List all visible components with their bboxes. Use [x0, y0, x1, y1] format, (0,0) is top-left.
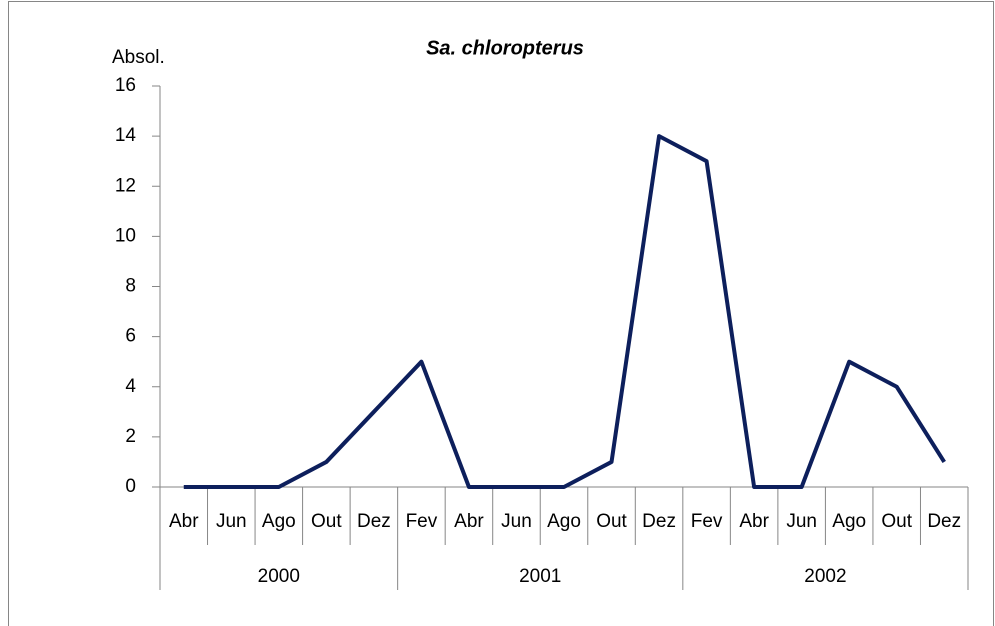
y-tick-label: 6 — [125, 326, 136, 347]
y-tick-label: 2 — [125, 426, 136, 447]
x-tick-label: Jun — [786, 511, 817, 532]
x-tick-label: Ago — [832, 511, 866, 532]
y-tick-label: 12 — [115, 175, 136, 196]
y-tick-label: 10 — [115, 225, 136, 246]
x-tick-label: Dez — [927, 511, 961, 532]
x-tick-label: Out — [311, 511, 342, 532]
y-axis-label: Absol. — [112, 47, 165, 68]
group-label: 2000 — [258, 566, 300, 587]
x-tick-label: Out — [596, 511, 627, 532]
x-tick-label: Abr — [169, 511, 199, 532]
x-tick-label: Jun — [501, 511, 532, 532]
x-tick-label: Abr — [454, 511, 484, 532]
y-tick-label: 0 — [125, 476, 136, 497]
y-tick-label: 14 — [115, 125, 137, 146]
data-line — [183, 134, 946, 489]
x-tick-label: Ago — [547, 511, 581, 532]
chart-title: Sa. chloropterus — [426, 37, 584, 59]
x-tick-label: Ago — [262, 511, 296, 532]
x-tick-label: Fev — [406, 511, 438, 532]
x-tick-label: Fev — [691, 511, 723, 532]
y-tick-label: 8 — [125, 276, 136, 297]
x-tick-label: Dez — [357, 511, 391, 532]
group-label: 2001 — [519, 566, 561, 587]
x-tick-label: Dez — [642, 511, 676, 532]
x-tick-label: Out — [881, 511, 912, 532]
y-tick-label: 4 — [125, 376, 136, 397]
group-label: 2002 — [804, 566, 846, 587]
x-tick-label: Abr — [739, 511, 769, 532]
x-tick-label: Jun — [216, 511, 247, 532]
chart-frame — [8, 1, 994, 626]
y-tick-label: 16 — [115, 75, 136, 96]
